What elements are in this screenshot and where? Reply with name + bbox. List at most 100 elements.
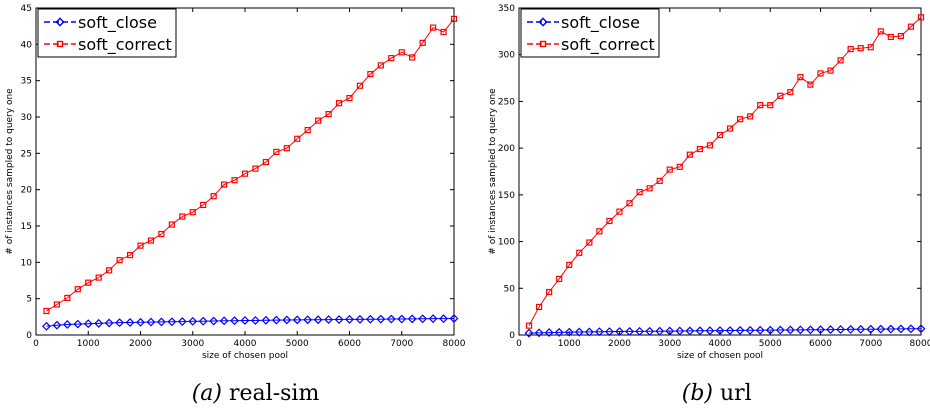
- data-point-soft_correct: [43, 307, 50, 315]
- data-point-soft_close: [271, 315, 281, 325]
- x-tick-label: 1000: [77, 339, 100, 349]
- data-point-soft_correct: [736, 116, 744, 123]
- x-tick-label: 3000: [181, 339, 204, 349]
- data-point-soft_correct: [696, 145, 704, 153]
- data-point-soft_correct: [430, 24, 437, 31]
- x-tick-label: 8000: [910, 339, 930, 349]
- data-point-soft_close: [785, 325, 795, 335]
- x-tick-label: 2000: [608, 339, 631, 349]
- data-point-soft_correct: [576, 249, 583, 256]
- data-point-soft_correct: [827, 67, 834, 74]
- y-tick-label: 40: [21, 40, 33, 50]
- x-tick-label: 7000: [390, 339, 413, 349]
- data-point-soft_correct: [126, 251, 134, 259]
- y-tick-label: 35: [21, 77, 32, 87]
- data-point-soft_close: [806, 325, 815, 335]
- data-point-soft_correct: [419, 39, 426, 46]
- data-point-soft_correct: [837, 57, 844, 64]
- y-tick-label: 10: [21, 258, 33, 268]
- data-point-soft_correct: [535, 303, 543, 311]
- x-tick-label: 6000: [809, 339, 832, 349]
- data-point-soft_correct: [377, 62, 384, 69]
- data-point-soft_correct: [64, 294, 71, 302]
- data-point-soft_close: [826, 325, 835, 335]
- data-point-soft_correct: [867, 44, 874, 51]
- data-point-soft_close: [665, 326, 675, 336]
- data-point-soft_close: [324, 315, 334, 325]
- data-point-soft_close: [219, 316, 229, 326]
- legend-marker-soft_close: [538, 17, 548, 27]
- data-point-soft_correct: [74, 286, 81, 293]
- data-point-soft_close: [574, 327, 584, 337]
- data-point-soft_close: [115, 318, 125, 328]
- data-point-soft_correct: [586, 239, 593, 246]
- series-line-soft_close: [528, 328, 922, 334]
- data-point-soft_correct: [666, 166, 673, 173]
- legend-marker-soft_correct: [56, 40, 64, 48]
- data-point-soft_close: [62, 320, 72, 329]
- y-tick-label: 20: [21, 186, 33, 196]
- data-point-soft_close: [896, 324, 906, 334]
- data-point-soft_correct: [273, 148, 280, 155]
- data-point-soft_correct: [726, 125, 734, 132]
- data-point-soft_correct: [304, 126, 311, 134]
- data-point-soft_close: [198, 316, 208, 326]
- data-point-soft_correct: [450, 15, 458, 22]
- data-point-soft_correct: [221, 181, 228, 188]
- data-point-soft_correct: [315, 117, 322, 124]
- data-point-soft_close: [836, 325, 846, 334]
- data-point-soft_close: [564, 327, 574, 337]
- data-point-soft_close: [303, 315, 313, 325]
- y-axis-label: # of instances sampled to query one: [488, 88, 498, 255]
- data-point-soft_correct: [706, 142, 714, 149]
- data-point-soft_close: [816, 325, 825, 335]
- series-line-soft_close: [46, 318, 455, 327]
- x-tick-label: 6000: [338, 339, 361, 349]
- data-point-soft_correct: [95, 274, 102, 281]
- data-point-soft_close: [866, 324, 876, 334]
- data-point-soft_correct: [189, 209, 196, 216]
- data-point-soft_close: [407, 314, 417, 324]
- x-axis-label: size of chosen pool: [202, 351, 288, 361]
- data-point-soft_close: [418, 314, 428, 324]
- data-point-soft_close: [685, 326, 695, 336]
- y-tick-label: 250: [498, 97, 515, 107]
- data-point-soft_correct: [200, 201, 207, 209]
- chart-panel-real-sim: (a) real-sim 0 1000 2000 3000 4000 5000 6000 70…: [5, 4, 466, 406]
- data-point-soft_correct: [116, 257, 123, 264]
- y-axis-label: # of instances sampled to query one: [5, 88, 15, 255]
- data-point-soft_correct: [210, 193, 217, 200]
- y-tick-label: 0: [509, 331, 515, 341]
- data-point-soft_close: [524, 328, 534, 338]
- data-point-soft_correct: [777, 92, 784, 99]
- data-point-soft_close: [605, 327, 614, 337]
- data-point-soft_close: [428, 314, 438, 324]
- x-tick-label: 2000: [129, 339, 152, 349]
- data-point-soft_correct: [252, 165, 259, 172]
- legend-label-soft_correct: soft_correct: [561, 35, 655, 55]
- data-point-soft_close: [695, 326, 705, 336]
- data-point-soft_close: [42, 321, 51, 331]
- data-point-soft_close: [916, 324, 926, 334]
- data-point-soft_close: [715, 326, 725, 336]
- data-point-soft_correct: [147, 237, 155, 244]
- data-point-soft_close: [675, 326, 685, 336]
- y-tick-label: 300: [498, 51, 515, 61]
- data-point-soft_close: [725, 326, 735, 335]
- data-point-soft_close: [313, 315, 323, 325]
- data-point-soft_close: [146, 317, 156, 327]
- data-point-soft_correct: [757, 102, 764, 109]
- y-tick-label: 15: [21, 222, 32, 232]
- data-point-soft_correct: [636, 188, 643, 196]
- data-point-soft_close: [906, 324, 916, 334]
- data-point-soft_close: [282, 315, 292, 325]
- data-point-soft_correct: [106, 267, 113, 274]
- data-point-soft_close: [334, 315, 344, 324]
- data-point-soft_close: [439, 314, 448, 324]
- data-point-soft_close: [534, 328, 544, 338]
- caption-letter: (b): [682, 381, 713, 406]
- data-point-soft_correct: [767, 102, 774, 109]
- y-tick-label: 200: [498, 144, 515, 154]
- x-tick-label: 5000: [759, 339, 782, 349]
